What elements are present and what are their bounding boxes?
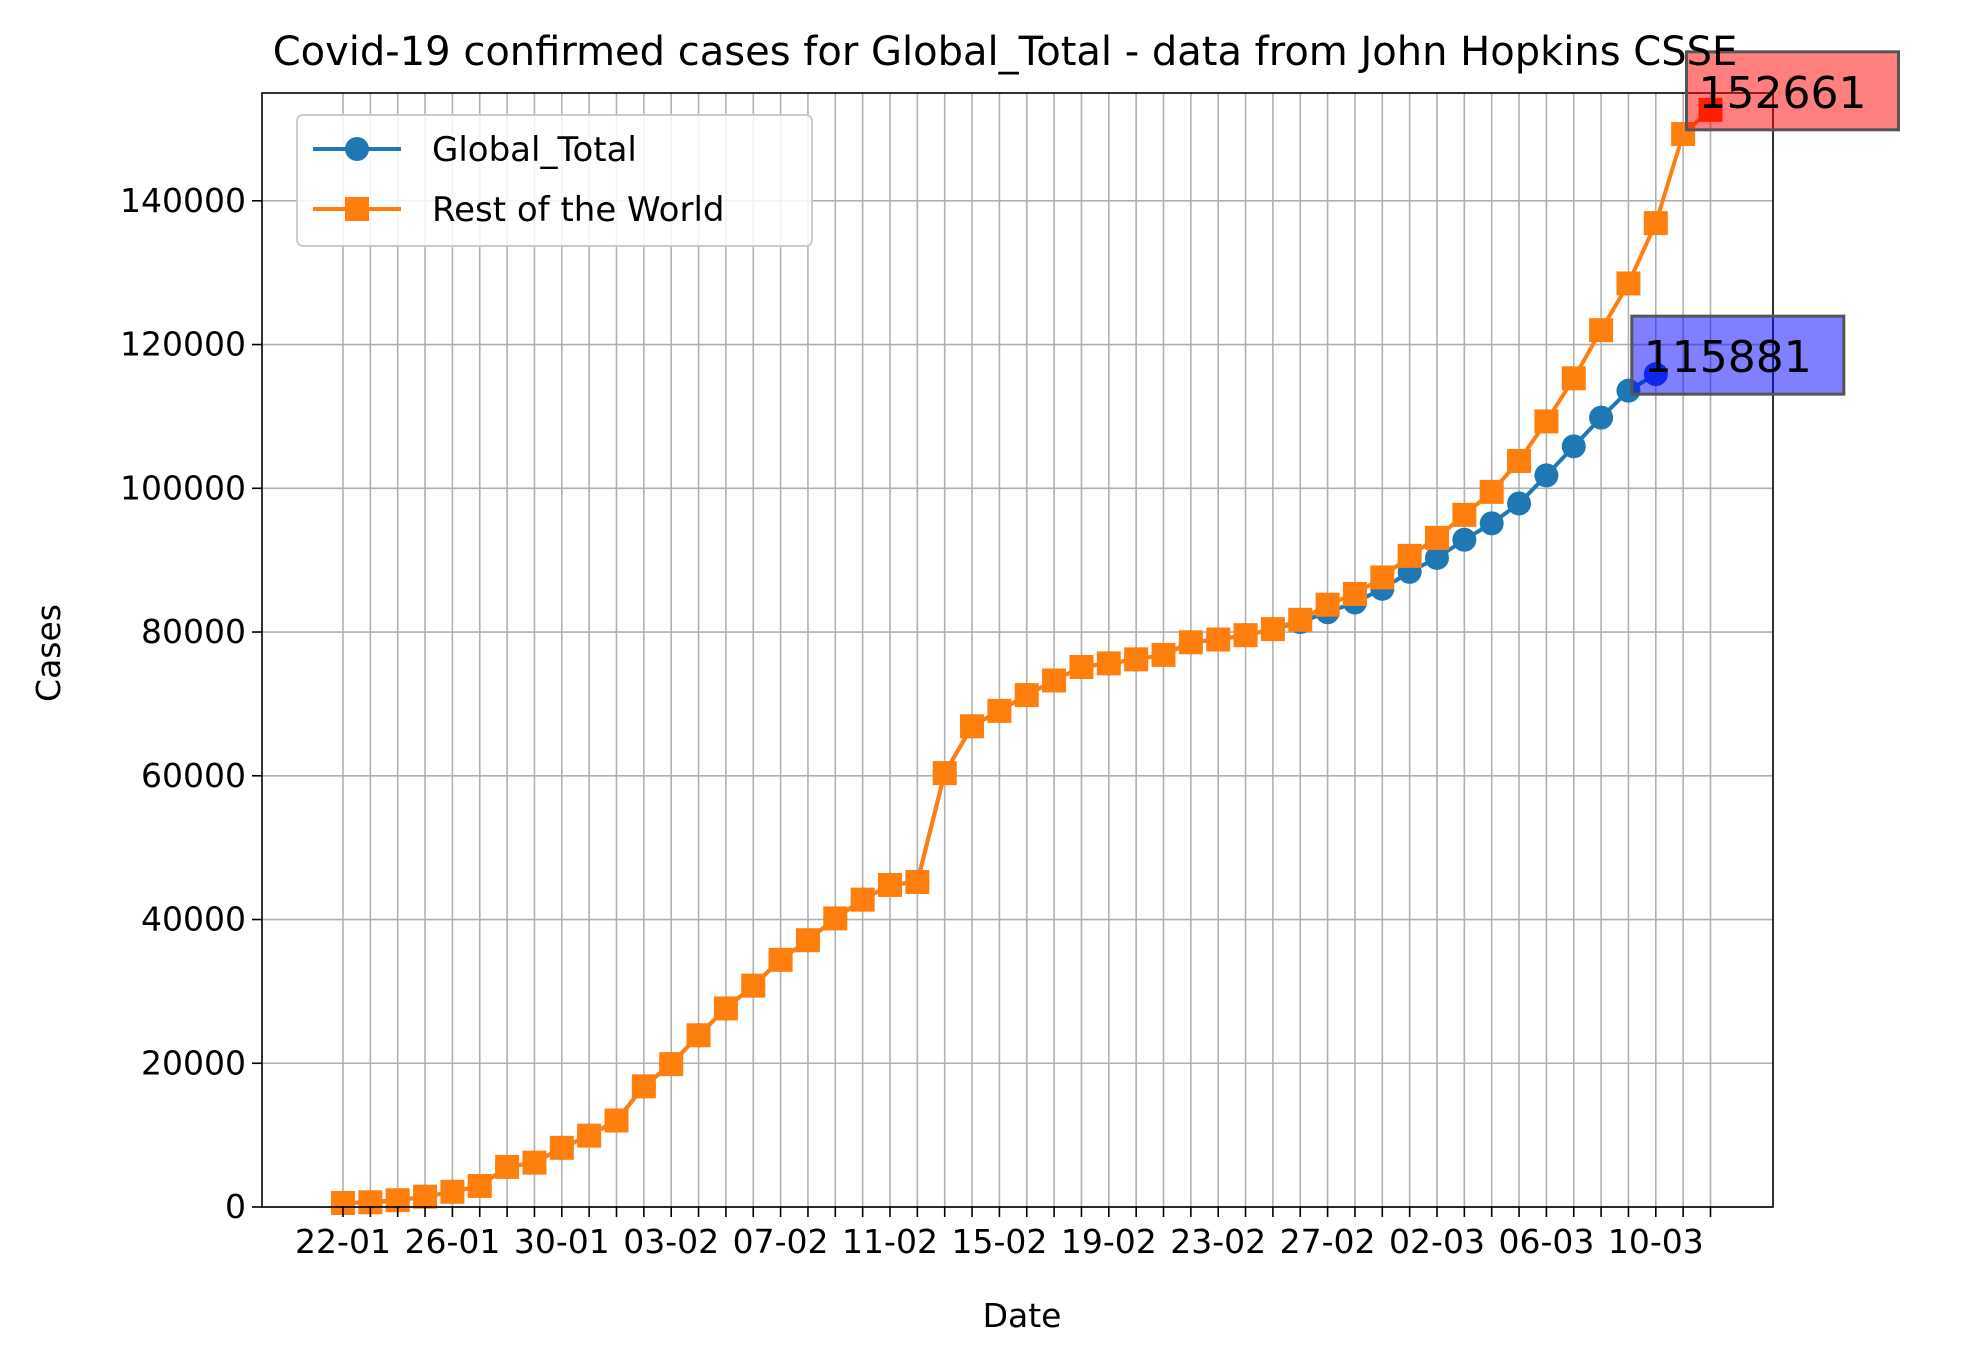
data-point	[1561, 366, 1586, 391]
data-point	[1260, 617, 1285, 642]
data-point	[413, 1184, 438, 1209]
data-point	[1507, 491, 1532, 516]
y-axis-label: Cases	[29, 604, 68, 702]
data-point	[631, 1074, 656, 1099]
data-point	[1096, 651, 1121, 676]
x-tick-label: 23-02	[1170, 1222, 1266, 1261]
data-point	[440, 1179, 465, 1204]
x-tick-label: 22-01	[295, 1222, 391, 1261]
x-tick-label: 11-02	[842, 1222, 938, 1261]
data-point	[1206, 627, 1231, 652]
x-tick-label: 30-01	[514, 1222, 610, 1261]
data-point	[1124, 647, 1149, 672]
data-point	[1507, 448, 1532, 473]
data-point	[1315, 592, 1340, 617]
data-point	[932, 761, 957, 786]
data-point	[905, 869, 930, 894]
grid-lines	[262, 93, 1773, 1208]
y-tick-label: 120000	[120, 325, 246, 364]
data-point	[1534, 409, 1559, 434]
data-point	[1042, 668, 1067, 693]
data-point	[1643, 211, 1668, 236]
data-point	[987, 698, 1012, 723]
data-point	[960, 714, 985, 739]
x-tick-label: 06-03	[1498, 1222, 1594, 1261]
data-point	[1452, 527, 1477, 552]
chart-title: Covid-19 confirmed cases for Global_Tota…	[273, 29, 1738, 75]
y-tick-label: 0	[225, 1187, 246, 1226]
data-point	[1589, 318, 1614, 343]
data-point	[577, 1123, 602, 1148]
annotation-box	[1630, 314, 1846, 396]
series-rest-of-the-world	[331, 97, 1723, 1216]
y-tick-label: 60000	[141, 756, 246, 795]
y-tick-label: 140000	[120, 181, 246, 220]
data-point	[795, 928, 820, 953]
data-point	[1589, 405, 1614, 430]
plot-frame	[261, 92, 1774, 1208]
data-point	[741, 973, 766, 998]
y-tick-label: 100000	[120, 468, 246, 507]
legend-marker-global-total	[345, 137, 369, 161]
data-point	[1151, 642, 1176, 667]
y-tick-label: 40000	[141, 900, 246, 939]
x-tick-label: 02-03	[1389, 1222, 1485, 1261]
data-point	[823, 906, 848, 931]
data-point	[686, 1023, 711, 1048]
legend-label-global-total: Global_Total	[432, 130, 637, 170]
data-point	[495, 1154, 520, 1179]
annotation-box	[1685, 50, 1900, 132]
annotation-label: 152661	[1699, 68, 1867, 119]
legend: Global_Total Rest of the World	[296, 114, 813, 247]
data-point	[1479, 511, 1504, 536]
annotation-label: 115881	[1644, 332, 1812, 383]
data-point	[1534, 463, 1559, 488]
data-point	[768, 947, 793, 972]
x-tick-label: 15-02	[951, 1222, 1047, 1261]
annotations: 152661 115881	[1630, 50, 1900, 396]
data-point	[467, 1173, 492, 1198]
data-point	[1069, 654, 1094, 679]
x-tick-label: 19-02	[1061, 1222, 1157, 1261]
x-tick-label: 07-02	[733, 1222, 829, 1261]
x-axis-label: Date	[983, 1296, 1062, 1335]
data-point	[1370, 565, 1395, 590]
data-point	[878, 873, 902, 898]
data-point	[1479, 479, 1504, 504]
data-point	[1425, 545, 1449, 570]
data-point	[713, 996, 738, 1021]
data-point	[1288, 607, 1313, 632]
data-point	[1397, 543, 1422, 568]
data-point	[1561, 434, 1586, 459]
data-point	[1178, 630, 1203, 655]
data-point	[1452, 502, 1477, 527]
data-point	[549, 1135, 574, 1160]
data-point	[850, 887, 875, 912]
data-point	[522, 1150, 547, 1175]
data-point	[1342, 581, 1367, 606]
x-tick-label: 03-02	[623, 1222, 719, 1261]
legend-label-rest-of-world: Rest of the World	[432, 190, 725, 230]
legend-marker-rest-of-world	[345, 197, 369, 221]
data-point	[659, 1052, 684, 1077]
data-point	[604, 1108, 629, 1133]
x-tick-label: 26-01	[404, 1222, 500, 1261]
y-axis-ticks: 0 20000 40000 60000 80000 100000 120000 140000	[120, 181, 262, 1226]
data-point	[1014, 683, 1039, 708]
series-layer	[331, 97, 1723, 1216]
y-tick-label: 80000	[141, 612, 246, 651]
y-tick-label: 20000	[141, 1043, 246, 1082]
x-tick-label: 27-02	[1280, 1222, 1376, 1261]
legend-box	[296, 114, 813, 247]
x-axis-ticks: 22-01 26-01 30-01 03-02 07-02 11-02 15-02 19-02…	[295, 1207, 1712, 1261]
x-tick-label: 10-03	[1608, 1222, 1704, 1261]
data-point	[1616, 271, 1641, 296]
data-point	[1233, 623, 1258, 648]
data-point	[1425, 525, 1449, 550]
